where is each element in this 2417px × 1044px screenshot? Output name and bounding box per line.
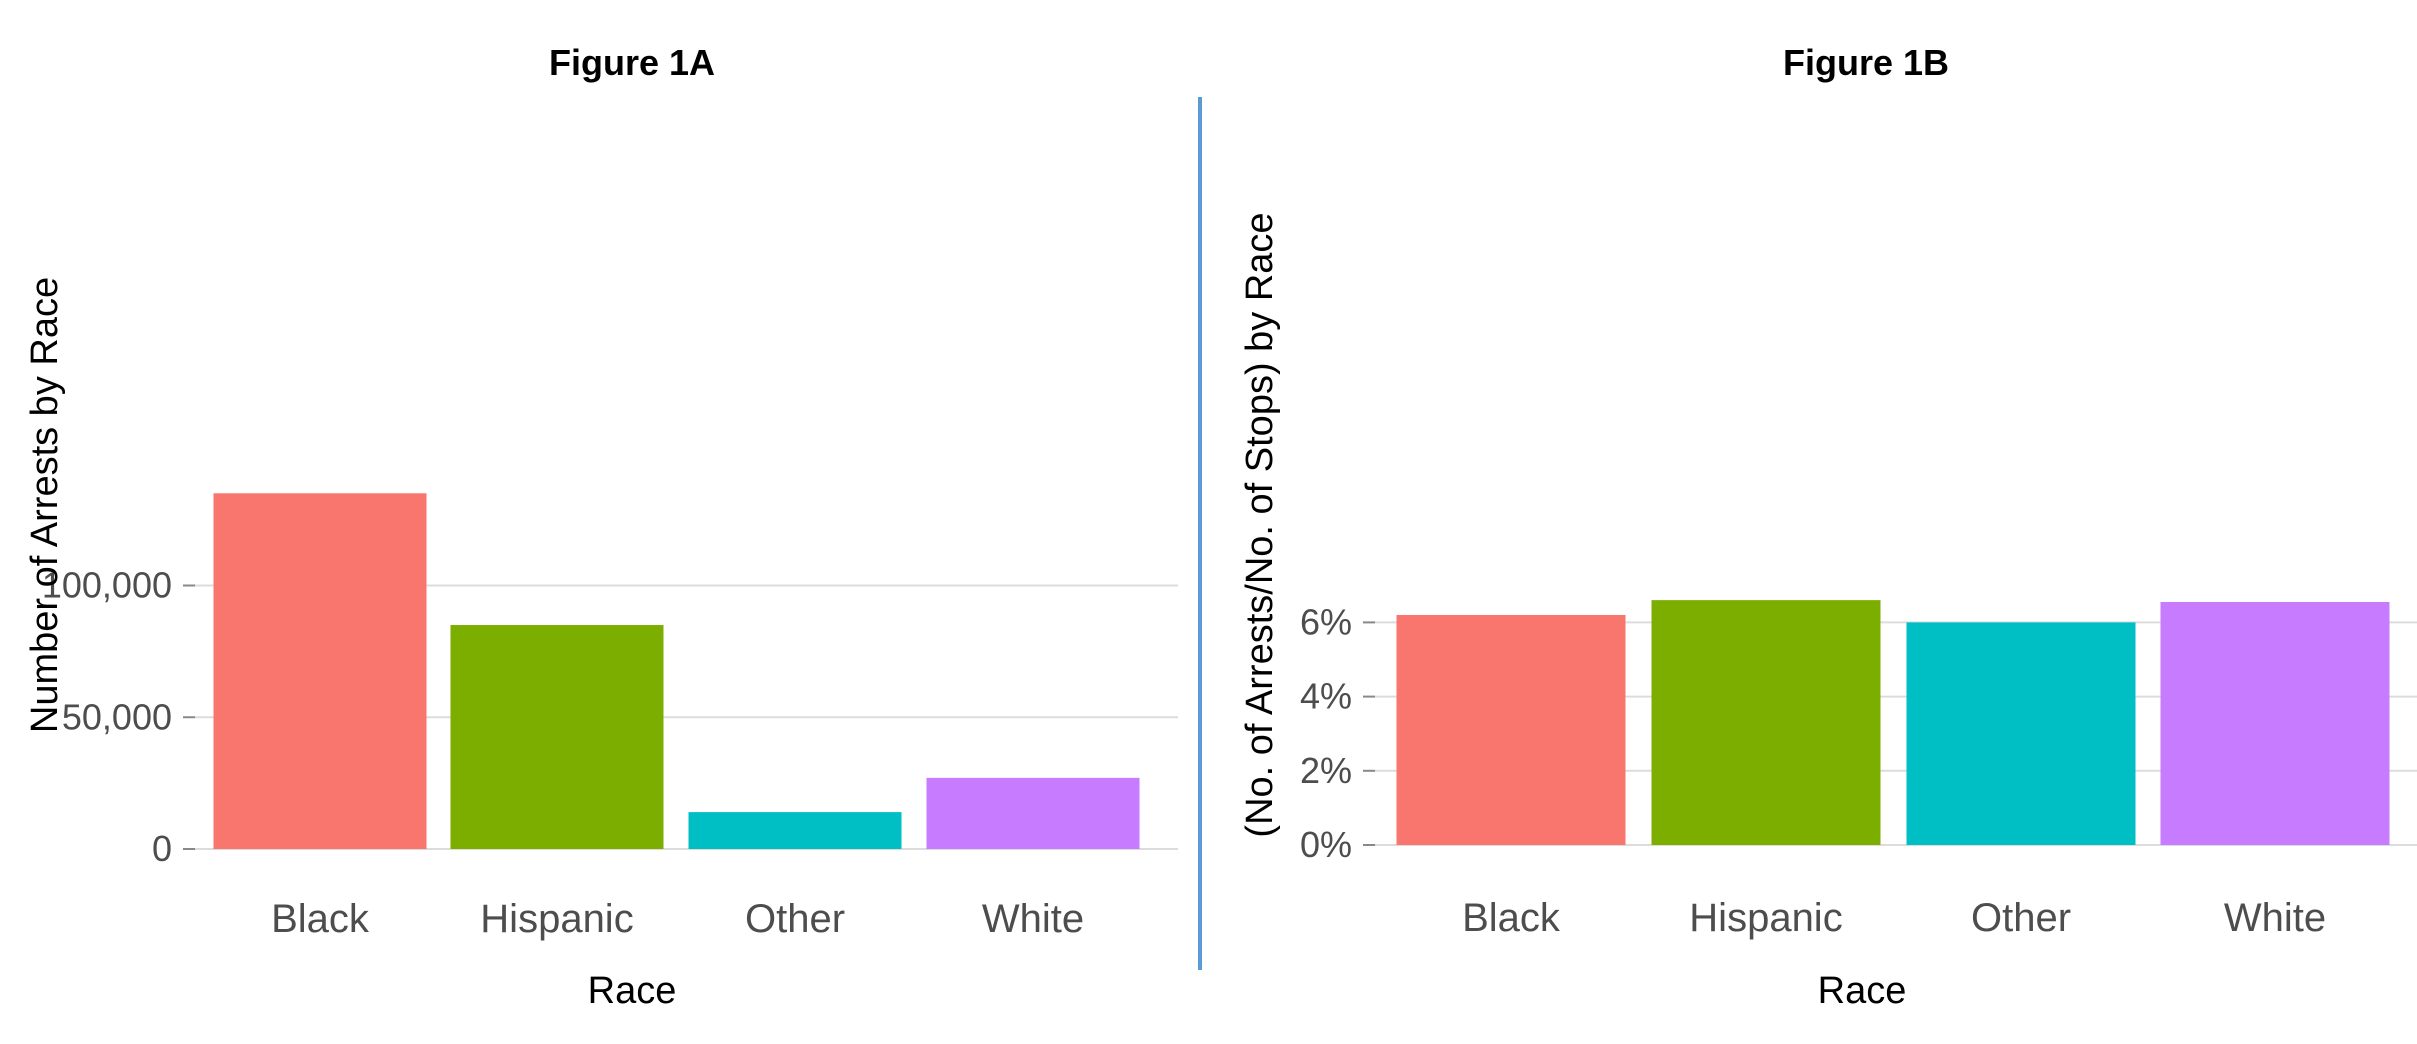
bar-hispanic	[1651, 600, 1881, 845]
bar-other	[688, 812, 902, 849]
x-tick-label-other: Other	[745, 897, 845, 941]
x-tick-label-other: Other	[1971, 896, 2071, 940]
chart-title-1b: Figure 1B	[1783, 42, 1949, 83]
y-axis-title-1b: (No. of Arrests/No. of Stops) by Race	[1239, 212, 1281, 837]
bar-white	[926, 777, 1140, 849]
bars-1a	[213, 493, 1140, 849]
chart-title-1a: Figure 1A	[549, 42, 715, 83]
chart-panel-1b: Figure 1B 0% 2% 4% 6% Black Hispanic Other Whi…	[1239, 42, 2417, 1012]
bar-black	[1396, 614, 1626, 845]
y-axis-title-1a: Number of Arrests by Race	[24, 277, 66, 733]
y-tick-label: 50,000	[62, 696, 172, 737]
x-tick-label-hispanic: Hispanic	[480, 897, 633, 941]
x-tick-label-white: White	[982, 897, 1084, 941]
x-categories-1b: Black Hispanic Other White	[1462, 896, 2326, 940]
y-tick-label: 2%	[1300, 750, 1352, 791]
x-tick-label-black: Black	[271, 897, 370, 941]
y-ticks-1a: 0 50,000 100,000	[42, 565, 195, 869]
chart-panel-1a: Figure 1A 0 50,000 100,000 Black Hispanic Ot…	[24, 42, 1178, 1012]
x-categories-1a: Black Hispanic Other White	[271, 897, 1084, 941]
x-axis-title-1b: Race	[1818, 970, 1907, 1012]
bar-other	[1906, 622, 2136, 845]
y-tick-label: 0%	[1300, 824, 1352, 865]
x-tick-label-white: White	[2224, 896, 2326, 940]
bar-black	[213, 493, 427, 849]
x-tick-label-black: Black	[1462, 896, 1561, 940]
y-ticks-1b: 0% 2% 4% 6%	[1300, 601, 1375, 865]
bar-white	[2160, 601, 2390, 845]
bar-hispanic	[450, 625, 664, 849]
y-tick-label: 4%	[1300, 676, 1352, 717]
x-axis-title-1a: Race	[588, 970, 677, 1012]
y-tick-label: 0	[152, 828, 172, 869]
bars-1b	[1396, 600, 2390, 845]
x-tick-label-hispanic: Hispanic	[1689, 896, 1842, 940]
y-tick-label: 100,000	[42, 565, 172, 606]
y-tick-label: 6%	[1300, 601, 1352, 642]
